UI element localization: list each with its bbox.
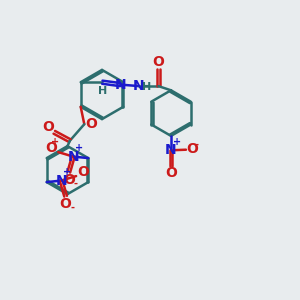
- Text: H: H: [142, 82, 151, 92]
- Text: O: O: [42, 120, 54, 134]
- Text: N: N: [115, 78, 126, 92]
- Text: N: N: [55, 174, 67, 188]
- Text: +: +: [173, 137, 181, 147]
- Text: O: O: [46, 142, 58, 155]
- Text: O: O: [63, 173, 75, 187]
- Text: N: N: [165, 143, 177, 157]
- Text: +: +: [75, 143, 83, 153]
- Text: H: H: [98, 85, 107, 96]
- Text: O: O: [85, 117, 97, 130]
- Text: +: +: [63, 167, 71, 177]
- Text: N: N: [133, 79, 145, 93]
- Text: O: O: [77, 166, 88, 179]
- Text: -: -: [194, 139, 199, 149]
- Text: O: O: [165, 167, 177, 180]
- Text: O: O: [60, 197, 71, 211]
- Text: -: -: [74, 178, 77, 189]
- Text: N: N: [68, 150, 79, 164]
- Text: -: -: [70, 202, 74, 213]
- Text: O: O: [187, 142, 199, 156]
- Text: +: +: [51, 137, 59, 147]
- Text: O: O: [152, 55, 164, 69]
